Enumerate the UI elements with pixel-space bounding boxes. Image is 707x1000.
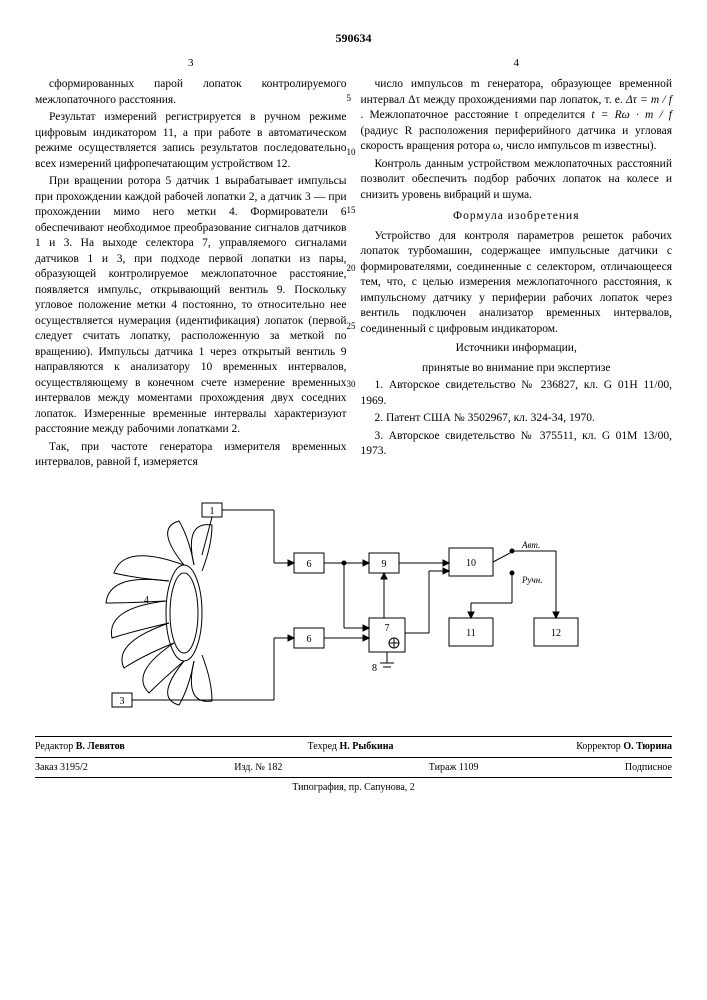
col-num-right: 4 (361, 56, 673, 71)
diagram: 1 3 4 6 6 9 7 8 10 Авт. Ручн. (35, 493, 672, 719)
line-num-10: 10 (347, 146, 356, 158)
source-3: 3. Авторское свидетельство № 375511, кл.… (361, 429, 673, 460)
line-num-25: 25 (347, 320, 356, 332)
label-avt: Авт. (521, 540, 540, 550)
footer-row-2: Заказ 3195/2 Изд. № 182 Тираж 1109 Подпи… (35, 758, 672, 779)
col-num-left: 3 (35, 56, 347, 71)
text-columns: 3 сформированных парой лопаток контролир… (35, 56, 672, 473)
schematic-svg: 1 3 4 6 6 9 7 8 10 Авт. Ручн. (94, 493, 614, 713)
sources-sub: принятые во внимание при экспертизе (361, 361, 673, 377)
eq1: Δτ = m / f (626, 94, 672, 106)
right-column: 5 10 15 20 25 30 4 число импульсов m ген… (361, 56, 673, 473)
sources-title: Источники информации, (361, 341, 673, 357)
order: Заказ 3195/2 (35, 761, 88, 775)
para-r3: Устройство для контроля параметров решет… (361, 229, 673, 338)
corrector: Корректор О. Тюрина (576, 740, 672, 754)
para-l4: Так, при частоте генератора измерителя в… (35, 440, 347, 471)
footer-row-1: Редактор В. Левятов Техред Н. Рыбкина Ко… (35, 736, 672, 758)
blk-9: 9 (381, 559, 386, 570)
blk-10: 10 (466, 558, 476, 569)
source-2: 2. Патент США № 3502967, кл. 324-34, 197… (361, 411, 673, 427)
label-ruch: Ручн. (521, 575, 543, 585)
source-1: 1. Авторское свидетельство № 236827, кл.… (361, 378, 673, 409)
techred: Техред Н. Рыбкина (308, 740, 394, 754)
blk-8: 8 (372, 663, 377, 674)
blk-7: 7 (384, 623, 389, 634)
blk-6a: 6 (306, 559, 311, 570)
line-num-20: 20 (347, 262, 356, 274)
blk-3: 3 (119, 696, 124, 707)
editor: Редактор В. Левятов (35, 740, 125, 754)
para-l2: Результат измерений регистрируется в руч… (35, 110, 347, 172)
line-num-5: 5 (347, 92, 352, 104)
para-r1: число импульсов m генератора, образующее… (361, 77, 673, 155)
para-l3: При вращении ротора 5 датчик 1 вырабатыв… (35, 174, 347, 438)
para-r2: Контроль данным устройством межлопаточны… (361, 157, 673, 204)
blk-4: 4 (144, 595, 149, 606)
para-r1b: . Межлопаточное расстояние t определится (361, 109, 592, 121)
patent-number: 590634 (35, 30, 672, 46)
formula-title: Формула изобретения (361, 209, 673, 225)
line-num-30: 30 (347, 378, 356, 390)
footer-address: Типография, пр. Сапунова, 2 (35, 781, 672, 795)
para-r1c: (радиус R расположения периферийного дат… (361, 125, 673, 153)
eq2: t = Rω · m / f (591, 109, 672, 121)
line-num-15: 15 (347, 204, 356, 216)
blk-12: 12 (551, 628, 561, 639)
tirazh: Тираж 1109 (429, 761, 479, 775)
sub: Подписное (625, 761, 672, 775)
izd: Изд. № 182 (234, 761, 282, 775)
blk-1: 1 (209, 506, 214, 517)
left-column: 3 сформированных парой лопаток контролир… (35, 56, 347, 473)
para-l1: сформированных парой лопаток контролируе… (35, 77, 347, 108)
blk-6b: 6 (306, 634, 311, 645)
blk-11: 11 (466, 628, 476, 639)
